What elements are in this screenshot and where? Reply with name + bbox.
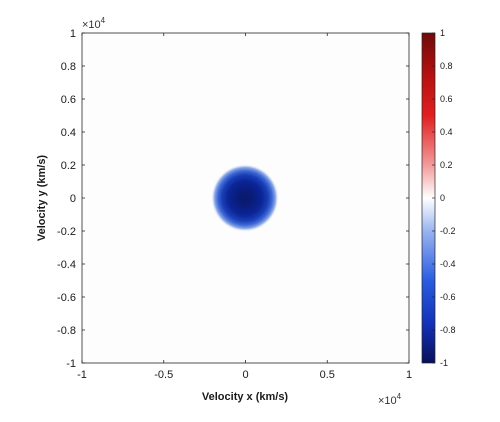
colorbar-tick-label: 0.8 xyxy=(440,61,453,71)
velocity-ring-core xyxy=(235,188,255,208)
y-tick-label: -0.6 xyxy=(57,292,76,304)
colorbar-tick-label: -1 xyxy=(440,358,448,368)
colorbar-tick-label: -0.4 xyxy=(440,259,456,269)
colorbar-tick-label: -0.8 xyxy=(440,325,456,335)
x-axis-ticks: -1 -0.5 0 0.5 1 xyxy=(77,33,412,381)
y-tick-label: -0.4 xyxy=(57,259,76,271)
y-tick-label: -0.8 xyxy=(57,325,76,337)
x-tick-label: 0 xyxy=(242,369,248,381)
x-tick-label: 1 xyxy=(406,369,412,381)
y-tick-label: -0.2 xyxy=(57,226,76,238)
y-tick-label: -1 xyxy=(66,358,76,370)
colorbar-tick-label: -0.6 xyxy=(440,292,456,302)
y-multiplier-label: ×104 xyxy=(82,16,106,31)
y-tick-label: 0.2 xyxy=(61,160,76,172)
y-tick-label: 0 xyxy=(70,193,76,205)
colorbar-tick-label: 0.4 xyxy=(440,127,453,137)
colorbar-tick-label: -0.2 xyxy=(440,226,456,236)
y-axis-label: Velocity y (km/s) xyxy=(36,155,48,242)
x-multiplier-label: ×104 xyxy=(378,392,402,407)
y-tick-label: 1 xyxy=(70,28,76,40)
y-axis-ticks: 1 0.8 0.6 0.4 0.2 0 -0.2 -0.4 -0.6 -0.8 -1 xyxy=(57,28,409,370)
colorbar-ticks: 1 0.8 0.6 0.4 0.2 0 -0.2 -0.4 -0.6 -0.8 -1 xyxy=(432,28,456,368)
colorbar-tick-label: 0.6 xyxy=(440,94,453,104)
x-tick-label: -0.5 xyxy=(154,369,173,381)
x-axis-label: Velocity x (km/s) xyxy=(202,391,289,403)
y-tick-label: 0.8 xyxy=(61,61,76,73)
colorbar-tick-label: 1 xyxy=(440,28,445,38)
y-tick-label: 0.6 xyxy=(61,94,76,106)
x-tick-label: -1 xyxy=(77,369,87,381)
y-tick-label: 0.4 xyxy=(61,127,76,139)
colorbar-tick-label: 0 xyxy=(440,193,445,203)
x-tick-label: 0.5 xyxy=(320,369,335,381)
colorbar-tick-label: 0.2 xyxy=(440,160,453,170)
